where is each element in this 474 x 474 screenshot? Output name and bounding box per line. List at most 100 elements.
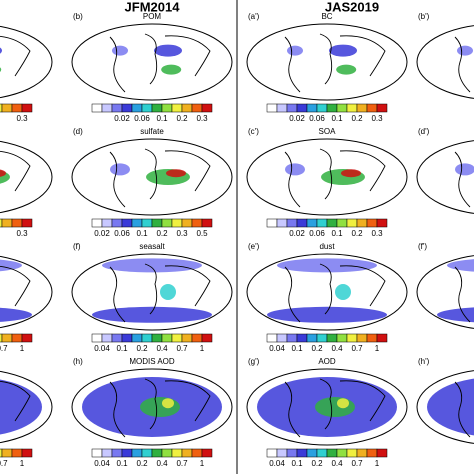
map-outline [246, 368, 408, 446]
aerosol-field [162, 398, 174, 409]
colorbar-label: 0.1 [331, 114, 343, 123]
panel-label: (d') [418, 127, 430, 136]
map-field [437, 258, 474, 323]
colorbar-label: 0.2 [136, 344, 148, 353]
map-background [72, 24, 232, 100]
map-field [109, 33, 211, 93]
colorbar-label: 0.02 [94, 229, 110, 238]
colorbar-label: 0.2 [351, 114, 363, 123]
period-header: JAS2019 [325, 0, 379, 14]
panel-label: (d) [73, 127, 83, 136]
colorbar-segment [356, 448, 368, 458]
map-field [284, 148, 386, 208]
panel-title: SOA [319, 127, 337, 136]
colorbar-segment [286, 103, 298, 113]
map-field [267, 258, 387, 323]
colorbar-segment [346, 448, 358, 458]
map-outline [246, 138, 408, 216]
colorbar-segment [161, 448, 173, 458]
map-field [82, 377, 222, 438]
colorbar-segment [181, 103, 193, 113]
colorbar-label: 0.3 [371, 114, 383, 123]
aerosol-field [267, 306, 387, 323]
colorbar-segment [131, 333, 143, 343]
aerosol-field [447, 258, 474, 273]
colorbar-label: 0.2 [156, 229, 168, 238]
colorbar-segment [191, 333, 203, 343]
colorbar-segment [326, 103, 338, 113]
colorbar-segment [376, 333, 388, 343]
map-outline [0, 140, 53, 214]
map-outline [416, 25, 474, 99]
panel-label: (a') [248, 12, 260, 21]
aerosol-field [277, 258, 377, 273]
colorbar-segment [151, 448, 163, 458]
colorbar-segment [366, 218, 378, 228]
colorbar-label: 0.2 [176, 114, 188, 123]
map-background [0, 141, 52, 213]
colorbar-segment [266, 218, 278, 228]
colorbar-label: 0.04 [94, 344, 110, 353]
colorbar-segment [346, 218, 358, 228]
colorbar-segment [141, 103, 153, 113]
map-field [109, 148, 211, 208]
colorbar-label: 1 [20, 459, 25, 468]
colorbar-segment [91, 218, 103, 228]
colorbar-segment [316, 333, 328, 343]
coastline [454, 33, 474, 93]
colorbar-segment [296, 218, 308, 228]
colorbar-segment [336, 333, 348, 343]
map-field [0, 258, 32, 323]
map-outline [246, 253, 408, 331]
colorbar-segment [376, 448, 388, 458]
coastline [109, 148, 211, 208]
map-background [247, 24, 407, 100]
aerosol-field [455, 163, 474, 176]
coastline [454, 378, 474, 438]
colorbar-segment [0, 448, 3, 458]
map-outline [416, 370, 474, 444]
colorbar-segment [356, 333, 368, 343]
panel-title: BC [321, 12, 332, 21]
colorbar-label: 0.7 [176, 459, 188, 468]
colorbar-label: 0.7 [0, 459, 8, 468]
colorbar-segment [141, 333, 153, 343]
colorbar-label: 0.7 [351, 344, 363, 353]
colorbar-segment [296, 333, 308, 343]
colorbar-segment [171, 448, 183, 458]
colorbar-label: 0.5 [196, 229, 208, 238]
colorbar-segment [356, 103, 368, 113]
colorbar-label: 0.4 [331, 459, 343, 468]
colorbar-segment [101, 103, 113, 113]
map-outline [246, 23, 408, 101]
colorbar-segment [91, 103, 103, 113]
colorbar-label: 1 [200, 459, 205, 468]
colorbar-segment [316, 103, 328, 113]
colorbar-segment [306, 333, 318, 343]
colorbar-segment [11, 333, 23, 343]
coastline [0, 378, 31, 438]
colorbar-segment [1, 218, 13, 228]
colorbar-label: 0.04 [269, 459, 285, 468]
colorbar-label: 0.06 [114, 229, 130, 238]
colorbar-label: 0.4 [156, 459, 168, 468]
colorbar-segment [296, 103, 308, 113]
colorbar-segment [21, 448, 33, 458]
colorbar-segment [336, 103, 348, 113]
colorbar-label: 0.3 [16, 229, 28, 238]
colorbar-segment [366, 448, 378, 458]
aerosol-field [0, 306, 32, 323]
colorbar-label: 0.1 [291, 344, 303, 353]
panel-label: (f) [73, 242, 81, 251]
colorbar-segment [121, 103, 133, 113]
map-background [417, 25, 474, 99]
aerosol-field [287, 45, 303, 56]
map-outline [71, 23, 233, 101]
colorbar-segment [11, 448, 23, 458]
panel-title: sulfate [140, 127, 164, 136]
aerosol-field [329, 44, 357, 57]
map-outline [416, 255, 474, 329]
colorbar-label: 0.1 [136, 229, 148, 238]
map-outline [0, 370, 53, 444]
colorbar-label: 0.02 [114, 114, 130, 123]
